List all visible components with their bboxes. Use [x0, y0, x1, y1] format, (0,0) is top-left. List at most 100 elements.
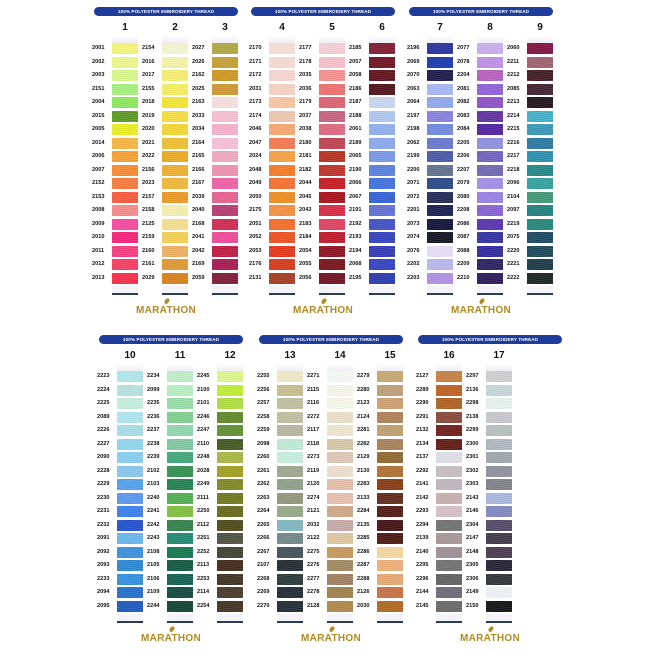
color-swatch	[527, 43, 553, 54]
color-swatch	[377, 600, 403, 612]
thread-code: 2279	[357, 373, 370, 379]
thread-code: 2248	[197, 454, 210, 460]
spool-base	[112, 286, 138, 295]
color-swatch	[319, 70, 345, 81]
thread-code: 2037	[299, 112, 312, 119]
thread-code: 2043	[299, 207, 312, 213]
thread-swatch-row: 2253	[197, 573, 247, 586]
thread-swatch-row: 2139	[416, 533, 466, 545]
column-number: 11	[174, 350, 186, 361]
color-swatch	[436, 411, 462, 423]
thread-swatch-row: 2028	[197, 465, 247, 478]
thread-code: 2238	[147, 440, 160, 447]
color-swatch	[212, 124, 238, 135]
thread-code: 2266	[257, 535, 270, 541]
thread-code: 2061	[349, 126, 362, 132]
thread-swatch-row: 2055	[299, 259, 349, 271]
thread-code: 2012	[92, 261, 105, 267]
thread-swatch-row: 2129	[357, 452, 407, 464]
color-swatch	[327, 560, 353, 571]
spool-cap	[377, 363, 403, 371]
color-swatch	[112, 218, 138, 230]
spool-base	[427, 286, 453, 295]
spool-base	[277, 614, 303, 623]
spool-cap	[527, 35, 553, 43]
thread-swatch-row: 2169	[192, 259, 242, 271]
thread-swatch-row: 2025	[192, 83, 242, 96]
spool-cap	[369, 35, 395, 43]
thread-code: 2158	[142, 207, 155, 213]
color-swatch	[477, 43, 503, 54]
thread-swatch-row: 2156	[142, 164, 192, 177]
color-swatch	[377, 533, 403, 544]
thread-swatch-row: 2212	[507, 70, 557, 82]
thread-code: 2261	[257, 467, 270, 474]
thread-code: 2034	[192, 126, 205, 132]
color-swatch	[327, 546, 353, 558]
thread-code: 2275	[307, 548, 320, 555]
color-swatch	[477, 232, 503, 243]
color-swatch	[427, 205, 453, 216]
thread-swatch-row: 2067	[349, 191, 399, 204]
color-swatch	[269, 83, 295, 95]
thread-swatch-row: 2161	[142, 259, 192, 271]
color-swatch	[112, 205, 138, 216]
thread-swatch-row: 2133	[357, 492, 407, 505]
color-swatch	[319, 272, 345, 284]
color-swatch	[217, 452, 243, 463]
spool-cap	[477, 35, 503, 43]
color-swatch	[112, 83, 138, 95]
color-swatch	[527, 245, 553, 257]
color-swatch	[436, 519, 462, 531]
thread-code: 2067	[349, 193, 362, 200]
thread-code: 2155	[142, 85, 155, 92]
thread-code: 2091	[97, 535, 110, 541]
thread-swatch-row: 2092	[97, 546, 147, 559]
thread-swatch-row: 2072	[407, 191, 457, 204]
color-swatch	[486, 452, 512, 463]
thread-swatch-row: 2164	[192, 137, 242, 150]
marathon-logo: MARATHON	[136, 305, 196, 316]
thread-code: 2039	[192, 193, 205, 200]
thread-swatch-row: 2215	[507, 124, 557, 136]
thread-swatch-row: 2250	[197, 506, 247, 518]
thread-code: 2058	[349, 72, 362, 78]
thread-swatch-row: 2257	[257, 398, 307, 410]
thread-code: 2173	[249, 99, 262, 105]
thread-code: 2224	[97, 386, 110, 393]
thread-code: 2075	[507, 234, 520, 240]
color-swatch	[319, 178, 345, 189]
thread-code: 2126	[357, 589, 370, 595]
thread-code: 2178	[299, 58, 312, 65]
color-swatch	[162, 218, 188, 230]
thread-swatch-row: 2100	[197, 384, 247, 397]
thread-swatch-row: 2209	[457, 259, 507, 271]
thread-code: 2181	[299, 153, 312, 159]
thread-swatch-row: 2056	[299, 272, 349, 285]
thread-swatch-row: 2141	[416, 479, 466, 491]
thread-code: 2268	[257, 575, 270, 582]
color-swatch	[217, 587, 243, 598]
thread-code: 2219	[507, 220, 520, 227]
thread-swatch-row: 2240	[147, 492, 197, 505]
color-swatch	[369, 137, 395, 149]
thread-code: 2052	[249, 234, 262, 240]
thread-column: 15 2279 2280 2123 2124 2281 2282 2129 2130 2283 21…	[357, 333, 407, 633]
color-swatch	[212, 272, 238, 284]
thread-code: 2154	[142, 45, 155, 51]
thread-swatch-row: 2247	[197, 425, 247, 437]
thread-swatch-row: 2066	[349, 178, 399, 190]
thread-swatch-row: 2005	[92, 124, 142, 136]
thread-code: 2223	[97, 373, 110, 379]
thread-swatch-row: 2006	[92, 151, 142, 163]
color-swatch	[319, 245, 345, 257]
thread-code: 2257	[257, 400, 270, 406]
color-swatch	[117, 425, 143, 436]
thread-code: 2080	[457, 193, 470, 200]
thread-code: 2057	[349, 58, 362, 65]
thread-swatch-row: 2062	[407, 137, 457, 150]
color-swatch	[117, 452, 143, 463]
color-swatch	[167, 452, 193, 463]
color-swatch	[427, 137, 453, 149]
thread-swatch-row: 2004	[92, 97, 142, 109]
